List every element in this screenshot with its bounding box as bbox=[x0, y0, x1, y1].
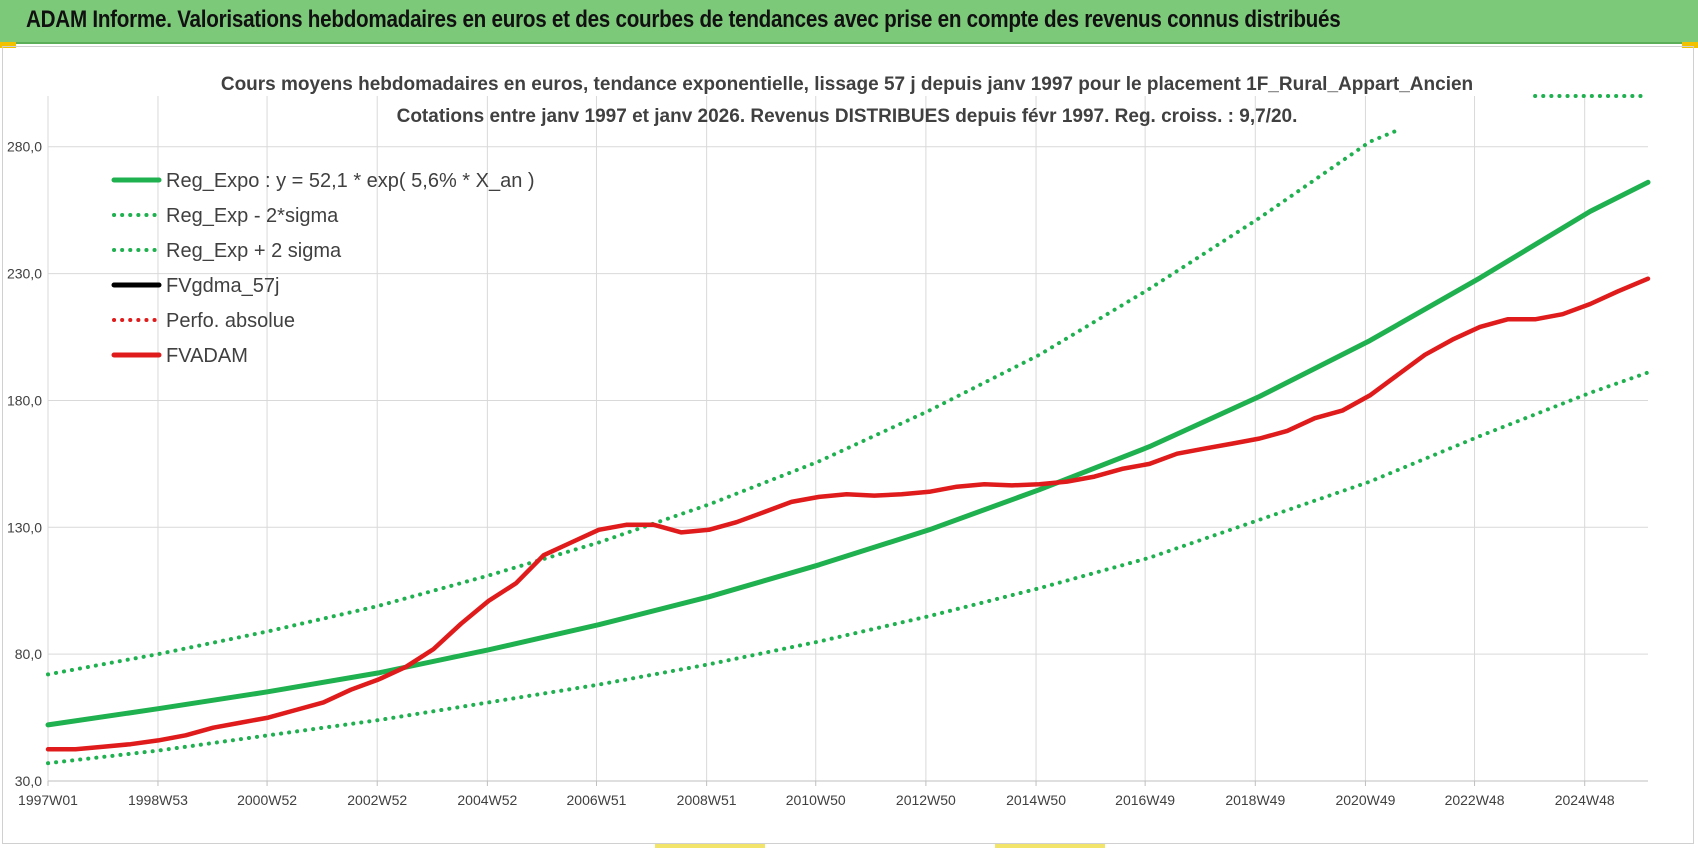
chart-title-line2: Cotations entre janv 1997 et janv 2026. … bbox=[397, 106, 1298, 127]
bottom-marker bbox=[655, 844, 765, 848]
x-tick-label: 2010W50 bbox=[786, 792, 846, 808]
corner-marker-right bbox=[1682, 42, 1698, 48]
chart-title-line1: Cours moyens hebdomadaires en euros, ten… bbox=[221, 74, 1473, 95]
x-tick-label: 2000W52 bbox=[237, 792, 297, 808]
x-tick-label: 2014W50 bbox=[1006, 792, 1066, 808]
series-line-4 bbox=[45, 276, 1651, 752]
x-tick-label: 2018W49 bbox=[1225, 792, 1285, 808]
x-tick-label: 2016W49 bbox=[1115, 792, 1175, 808]
x-tick-label: 2012W50 bbox=[896, 792, 956, 808]
legend-item-label: Reg_Exp - 2*sigma bbox=[166, 205, 339, 227]
grid-lines bbox=[47, 96, 1648, 782]
x-tick-label: 2022W48 bbox=[1445, 792, 1505, 808]
x-tick-label: 2020W49 bbox=[1335, 792, 1395, 808]
legend-item-label: Reg_Exp + 2 sigma bbox=[166, 240, 342, 262]
legend-item-label: Perfo. absolue bbox=[166, 310, 295, 332]
series-layer bbox=[45, 94, 1651, 766]
series-line-1 bbox=[46, 370, 1650, 766]
x-tick-label: 2006W51 bbox=[567, 792, 627, 808]
chart-frame bbox=[2, 46, 1694, 844]
bottom-marker bbox=[995, 844, 1105, 848]
legend-item-label: Reg_Expo : y = 52,1 * exp( 5,6% * X_an ) bbox=[166, 170, 535, 192]
series-line-2 bbox=[46, 129, 1397, 677]
x-tick-label: 2024W48 bbox=[1555, 792, 1615, 808]
y-tick-label: 280,0 bbox=[7, 139, 42, 155]
legend-item-label: FVgdma_57j bbox=[166, 275, 279, 297]
series-line-0 bbox=[45, 179, 1651, 728]
corner-marker-left bbox=[0, 42, 16, 48]
y-tick-label: 80,0 bbox=[15, 646, 42, 662]
axes: 30,0 80,0 130,0 180,0 230,0 280,0 1997W01 1998W… bbox=[7, 139, 1648, 808]
x-tick-label: 2004W52 bbox=[457, 792, 517, 808]
y-tick-label: 180,0 bbox=[7, 392, 42, 408]
header-bar: ADAM Informe. Valorisations hebdomadaire… bbox=[0, 0, 1698, 44]
x-tick-label: 1998W53 bbox=[128, 792, 188, 808]
x-tick-label: 1997W01 bbox=[18, 792, 78, 808]
legend-item-label: FVADAM bbox=[166, 345, 248, 367]
y-tick-label: 230,0 bbox=[7, 266, 42, 282]
x-tick-label: 2002W52 bbox=[347, 792, 407, 808]
x-tick-label: 2008W51 bbox=[677, 792, 737, 808]
y-tick-label: 130,0 bbox=[7, 519, 42, 535]
page-title: ADAM Informe. Valorisations hebdomadaire… bbox=[26, 6, 1341, 33]
legend: Reg_Expo : y = 52,1 * exp( 5,6% * X_an )… bbox=[111, 170, 535, 367]
y-tick-label: 30,0 bbox=[15, 773, 42, 789]
